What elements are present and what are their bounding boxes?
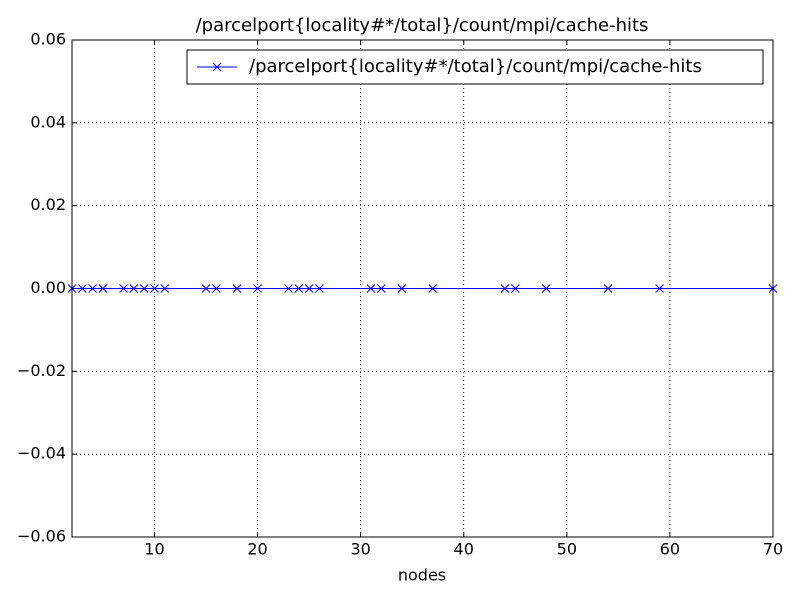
- point-marker: [284, 284, 293, 293]
- y-tick-label: 0.06: [30, 30, 66, 49]
- legend-marker: [212, 62, 222, 72]
- y-tick-label: −0.02: [17, 361, 66, 380]
- legend: /parcelport{locality#*/total}/count/mpi/…: [186, 49, 764, 85]
- x-tick-label: 40: [454, 540, 474, 559]
- point-marker: [201, 284, 211, 293]
- point-marker: [150, 284, 159, 293]
- point-marker: [98, 284, 108, 293]
- point-marker: [129, 284, 139, 293]
- point-marker: [77, 284, 87, 293]
- point-marker: [119, 284, 128, 293]
- y-tick-label: −0.04: [17, 444, 66, 463]
- point-marker: [88, 284, 97, 293]
- point-marker: [366, 284, 376, 293]
- chart-title: /parcelport{locality#*/total}/count/mpi/…: [196, 15, 649, 36]
- x-tick-label: 70: [763, 540, 783, 559]
- point-marker: [500, 284, 510, 293]
- point-marker: [510, 284, 520, 293]
- point-marker: [160, 284, 170, 293]
- point-marker: [541, 284, 551, 293]
- point-marker: [294, 284, 304, 293]
- point-marker: [211, 284, 221, 293]
- y-tick-label: 0.00: [30, 278, 66, 297]
- point-marker: [304, 284, 314, 293]
- point-marker: [139, 284, 149, 293]
- x-tick-label: 50: [557, 540, 577, 559]
- point-marker: [603, 284, 613, 293]
- plot-frame: [71, 39, 774, 538]
- point-marker: [315, 284, 324, 293]
- point-marker: [376, 284, 386, 293]
- point-marker: [253, 284, 262, 293]
- x-axis-label: nodes: [398, 566, 446, 585]
- legend-label: /parcelport{locality#*/total}/count/mpi/…: [249, 56, 702, 77]
- x-tick-label: 60: [660, 540, 680, 559]
- point-marker: [232, 284, 242, 293]
- legend-box: [186, 49, 764, 85]
- point-marker: [428, 284, 438, 293]
- y-tick-label: 0.04: [30, 112, 66, 131]
- x-tick-label: 20: [247, 540, 267, 559]
- point-marker: [397, 284, 407, 293]
- x-tick-label: 30: [350, 540, 370, 559]
- x-tick-label: 10: [144, 540, 164, 559]
- point-marker: [655, 284, 664, 293]
- y-tick-label: 0.02: [30, 195, 66, 214]
- y-tick-label: −0.06: [17, 527, 66, 546]
